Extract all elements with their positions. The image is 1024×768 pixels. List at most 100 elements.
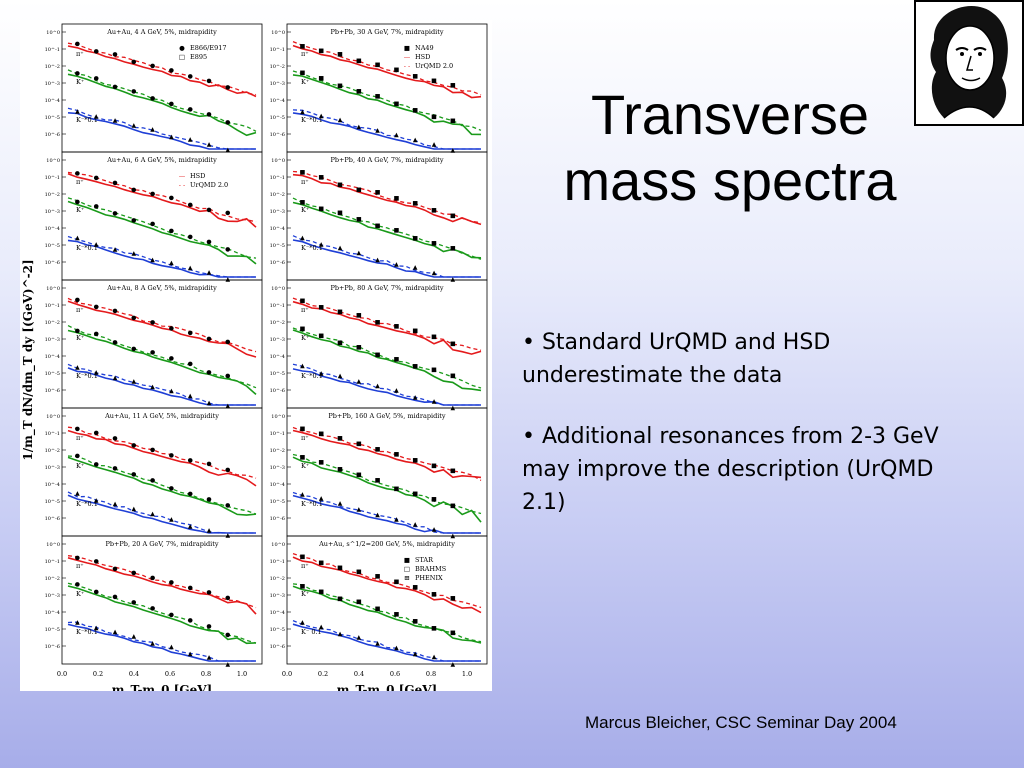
data-marker: ■ <box>450 630 456 637</box>
data-marker: ■ <box>356 440 362 447</box>
data-marker: ■ <box>450 82 456 89</box>
model-curve-hsd <box>67 73 257 137</box>
data-marker: ■ <box>394 100 400 107</box>
legend-label: HSD <box>415 53 430 61</box>
particle-label: K⁻ 0.1 <box>301 628 322 636</box>
data-marker: ▲ <box>169 134 174 141</box>
data-marker: ■ <box>394 323 400 330</box>
model-curve-urqmd <box>67 69 257 132</box>
legend-marker: — <box>179 172 186 180</box>
y-tick-label: 10^-6 <box>270 131 285 138</box>
data-marker: ■ <box>431 333 437 340</box>
y-tick-label: 10^-2 <box>270 191 285 198</box>
y-tick-label: 10^-5 <box>270 626 285 633</box>
y-tick-label: 10^-3 <box>270 592 285 599</box>
y-tick-label: 10^-4 <box>270 353 285 360</box>
y-tick-label: 10^-4 <box>45 481 60 488</box>
data-marker: ■ <box>412 200 418 207</box>
data-marker: ▲ <box>450 661 455 668</box>
slide-footer: Marcus Bleicher, CSC Seminar Day 2004 <box>585 713 897 732</box>
data-marker: ● <box>112 83 117 90</box>
data-marker: ● <box>188 585 193 592</box>
data-marker: ● <box>188 457 193 464</box>
model-curve-hsd <box>67 200 257 265</box>
data-marker: ▲ <box>150 126 155 133</box>
data-marker: ▲ <box>375 512 380 519</box>
x-tick-label: 0.2 <box>93 670 103 678</box>
data-marker: ▲ <box>319 370 324 377</box>
legend-marker: ● <box>179 44 185 52</box>
y-tick-label: 10^-3 <box>270 336 285 343</box>
data-marker: ● <box>94 75 99 82</box>
data-marker: ▲ <box>319 623 324 630</box>
y-tick-label: 10^-1 <box>45 430 60 437</box>
data-marker: ▲ <box>432 141 437 148</box>
data-marker: ■ <box>300 554 306 561</box>
data-marker: ■ <box>450 373 456 380</box>
particle-label: K⁻*0.1 <box>301 244 323 252</box>
y-tick-label: 10^-5 <box>270 114 285 121</box>
data-marker: ● <box>225 246 230 253</box>
data-marker: ■ <box>318 459 324 466</box>
data-marker: ■ <box>450 118 456 125</box>
data-marker: ■ <box>412 618 418 625</box>
y-tick-label: 10^-4 <box>270 97 285 104</box>
legend-marker: □ <box>179 53 185 61</box>
model-curve-hsd <box>292 585 482 644</box>
data-marker: ▲ <box>113 375 118 382</box>
data-marker: ■ <box>431 591 437 598</box>
data-marker: ▲ <box>394 516 399 523</box>
data-marker: ■ <box>450 503 456 510</box>
model-curve-urqmd <box>67 297 257 353</box>
panel-frame <box>61 151 263 281</box>
model-curve-urqmd <box>292 552 482 609</box>
data-marker: ■ <box>431 367 437 374</box>
legend-marker: - - <box>404 62 410 70</box>
data-marker: ▲ <box>94 113 99 120</box>
data-marker: ● <box>188 490 193 497</box>
data-marker: ▲ <box>432 398 437 405</box>
data-marker: ▲ <box>432 526 437 533</box>
data-marker: ▲ <box>394 387 399 394</box>
data-marker: ● <box>225 210 230 217</box>
model-curve-urqmd <box>67 582 257 644</box>
data-marker: ▲ <box>375 640 380 647</box>
data-marker: ● <box>188 617 193 624</box>
data-marker: ▲ <box>300 491 305 498</box>
data-marker: ▲ <box>394 261 399 268</box>
model-curve-urqmd <box>292 363 481 406</box>
data-marker: ■ <box>394 227 400 234</box>
model-curve-urqmd <box>67 491 256 534</box>
x-tick-label: 0.8 <box>426 670 436 678</box>
particle-label: K⁻*0.1 <box>76 500 98 508</box>
panel-title: Pb+Pb, 160 A GeV, 5%, midrapidity <box>328 412 446 420</box>
y-tick-label: 10^-2 <box>45 63 60 70</box>
data-marker: ● <box>131 471 136 478</box>
model-curve-hsd <box>292 74 482 136</box>
data-marker: ■ <box>337 83 343 90</box>
spectra-figure-svg: 1/m_T dN/dm_T dy [(GeV)^-2] 10^0 10^-1 10^-… <box>21 23 488 698</box>
data-marker: ● <box>150 605 155 612</box>
data-marker: ● <box>206 78 211 85</box>
data-marker: ■ <box>450 340 456 347</box>
data-marker: ● <box>169 67 174 74</box>
data-marker: ■ <box>375 61 381 68</box>
model-curve-urqmd <box>292 197 482 260</box>
data-marker: ▲ <box>338 631 343 638</box>
particle-label: π⁺ <box>301 178 309 186</box>
data-marker: ■ <box>394 485 400 492</box>
x-axis-label: m_T-m_0 [GeV] <box>337 683 437 691</box>
model-curve-urqmd <box>67 325 257 389</box>
data-marker: ● <box>169 611 174 618</box>
data-marker: ● <box>150 191 155 198</box>
y-tick-label: 10^-3 <box>45 208 60 215</box>
data-marker: ■ <box>450 213 456 220</box>
y-tick-label: 10^-3 <box>45 464 60 471</box>
data-marker: ● <box>75 170 80 177</box>
data-marker: ● <box>206 207 211 214</box>
data-marker: ● <box>188 106 193 113</box>
data-marker: ■ <box>300 325 306 332</box>
data-marker: ■ <box>412 235 418 242</box>
data-marker: ▲ <box>356 124 361 131</box>
data-marker: ▲ <box>450 276 455 283</box>
